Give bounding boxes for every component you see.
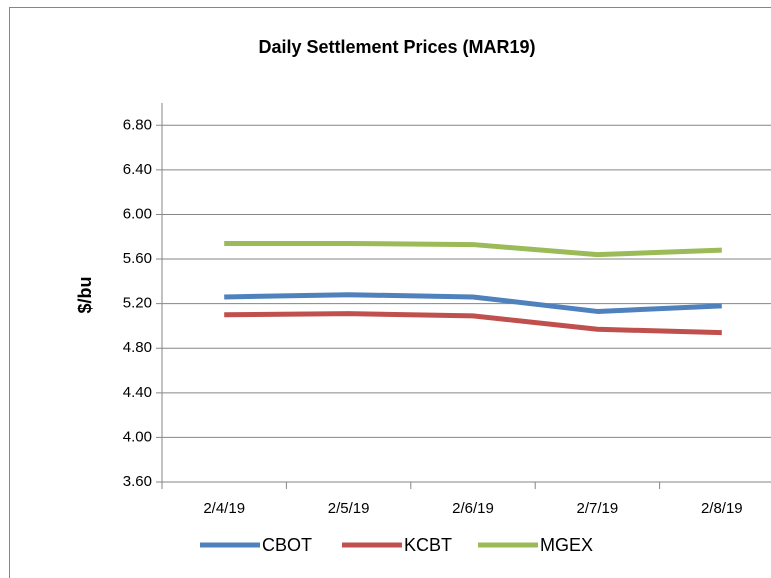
legend-label: MGEX bbox=[540, 535, 593, 555]
y-tick-label: 6.80 bbox=[123, 116, 152, 133]
chart-border bbox=[9, 7, 771, 578]
y-tick-label: 6.00 bbox=[123, 205, 152, 222]
y-tick-label: 6.40 bbox=[123, 161, 152, 178]
y-tick-label: 5.60 bbox=[123, 250, 152, 267]
x-tick-label: 2/6/19 bbox=[452, 500, 494, 517]
y-axis-label: $/bu bbox=[75, 276, 95, 313]
legend-label: CBOT bbox=[262, 535, 312, 555]
y-tick-label: 4.80 bbox=[123, 339, 152, 356]
legend-label: KCBT bbox=[404, 535, 452, 555]
series-line bbox=[224, 240, 722, 258]
y-tick-label: 4.40 bbox=[123, 384, 152, 401]
y-tick-label: 4.00 bbox=[123, 428, 152, 445]
series-line bbox=[224, 311, 722, 336]
y-tick-label: 5.20 bbox=[123, 295, 152, 312]
chart-title: Daily Settlement Prices (MAR19) bbox=[258, 37, 535, 57]
x-tick-label: 2/4/19 bbox=[203, 500, 245, 517]
x-tick-label: 2/7/19 bbox=[577, 500, 619, 517]
y-tick-label: 3.60 bbox=[123, 473, 152, 490]
x-tick-label: 2/8/19 bbox=[701, 500, 743, 517]
x-tick-label: 2/5/19 bbox=[328, 500, 370, 517]
series-line bbox=[224, 292, 722, 314]
